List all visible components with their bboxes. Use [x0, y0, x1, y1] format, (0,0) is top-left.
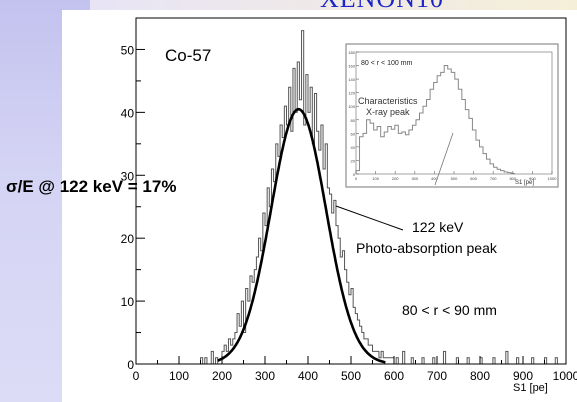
inset-y-tick-label: 60: [351, 131, 356, 136]
inset-x-tick-label: 200: [392, 176, 399, 181]
inset-x-tick-label: 400: [431, 176, 438, 181]
histogram-tail-bar: [215, 357, 219, 365]
inset-y-tick-label: 180: [348, 50, 355, 55]
histogram-tail-bar: [421, 357, 425, 365]
inset-x-tick-label: 800: [509, 176, 516, 181]
inset-x-tick-label: 100: [372, 176, 379, 181]
histogram-tail-bar: [210, 350, 214, 365]
inset-histogram-outline: [355, 65, 515, 174]
inset-x-tick-label: 500: [451, 176, 458, 181]
histogram-tail-bar: [531, 357, 535, 365]
histogram-tail-bar: [466, 357, 470, 365]
histogram-tail-bar: [402, 350, 406, 365]
histogram-tail-bar: [410, 357, 414, 365]
annotation-radius: 80 < r < 90 mm: [402, 302, 497, 318]
inset-chart: 0 20 40 60 80 100 120 140 160 180 0 100 200 300 400 500…: [345, 43, 559, 188]
y-tick-label: 30: [121, 169, 135, 183]
gaussian-fit-curve: [217, 107, 386, 364]
histogram-tail-bar: [516, 357, 520, 365]
histogram-outline: [221, 30, 395, 364]
y-tick-label: 10: [121, 295, 135, 309]
y-tick-label: 50: [121, 43, 135, 57]
chart-title: Co-57: [165, 46, 211, 65]
inset-x-axis-label: S1 [pe]: [515, 180, 534, 186]
inset-x-tick-label: 300: [411, 176, 418, 181]
inset-y-tick-label: 0: [353, 172, 356, 177]
y-tick-label: 0: [127, 358, 134, 372]
slide-title-band: XENON10: [90, 0, 577, 10]
inset-axes: 0 20 40 60 80 100 120 140 160 180 0 100 200 300 400 500…: [348, 50, 557, 181]
x-tick-label: 800: [470, 369, 490, 383]
inset-y-tick-label: 80: [351, 118, 356, 123]
histogram-tail-bar: [505, 350, 509, 365]
inset-y-tick-label: 160: [348, 64, 355, 69]
y-tick-label: 20: [121, 232, 135, 246]
annotation-peak: Photo-absorption peak: [356, 240, 498, 256]
histogram-tail-bar: [395, 357, 399, 365]
inset-x-tick-label: 0: [355, 176, 358, 181]
main-axes: 0 100 200 300 400 500 600 700 800 900 100001020304…: [121, 17, 577, 383]
inset-frame: [345, 43, 559, 188]
inset-pointer-line: [434, 132, 454, 186]
histogram-tail-bar: [442, 350, 447, 365]
inset-y-tick-label: 40: [351, 145, 356, 150]
inset-x-tick-label: 700: [490, 176, 497, 181]
x-tick-label: 200: [212, 369, 232, 383]
x-tick-label: 600: [384, 369, 404, 383]
inset-title: 80 < r < 100 mm: [361, 60, 413, 67]
x-tick-label: 700: [427, 369, 447, 383]
inset-x-tick-label: 600: [470, 176, 477, 181]
inset-x-tick-label: 900: [529, 176, 536, 181]
inset-y-tick-label: 20: [351, 158, 356, 163]
x-tick-label: 500: [341, 369, 361, 383]
inset-y-tick-label: 100: [348, 104, 355, 109]
inset-y-tick-label: 120: [348, 91, 355, 96]
histogram-tail-bar: [204, 357, 208, 365]
inset-x-tick-label: 1000: [548, 176, 558, 181]
histogram-tail-bar: [492, 357, 496, 365]
histogram-tail-bar: [554, 357, 558, 365]
inset-y-tick-label: 140: [348, 77, 355, 82]
x-tick-label: 0: [133, 369, 140, 383]
annotation-pointer-line: [335, 205, 404, 231]
x-tick-label: 1000: [553, 369, 577, 383]
x-tick-label: 900: [513, 369, 533, 383]
resolution-annotation: σ/E @ 122 keV = 17%: [6, 177, 177, 196]
inset-histogram: [355, 65, 515, 174]
x-tick-label: 100: [169, 369, 189, 383]
annotation-energy: 122 keV: [412, 219, 464, 235]
x-tick-label: 300: [255, 369, 275, 383]
histogram-tail-bar: [432, 357, 436, 365]
inset-annotation-line-1: Characteristics: [358, 96, 418, 106]
inset-annotation-line-2: X-ray peak: [366, 107, 410, 117]
x-tick-label: 400: [298, 369, 318, 383]
x-axis-label: S1 [pe]: [513, 382, 548, 394]
y-tick-label: 40: [121, 106, 135, 120]
slide-title: XENON10: [320, 0, 444, 10]
